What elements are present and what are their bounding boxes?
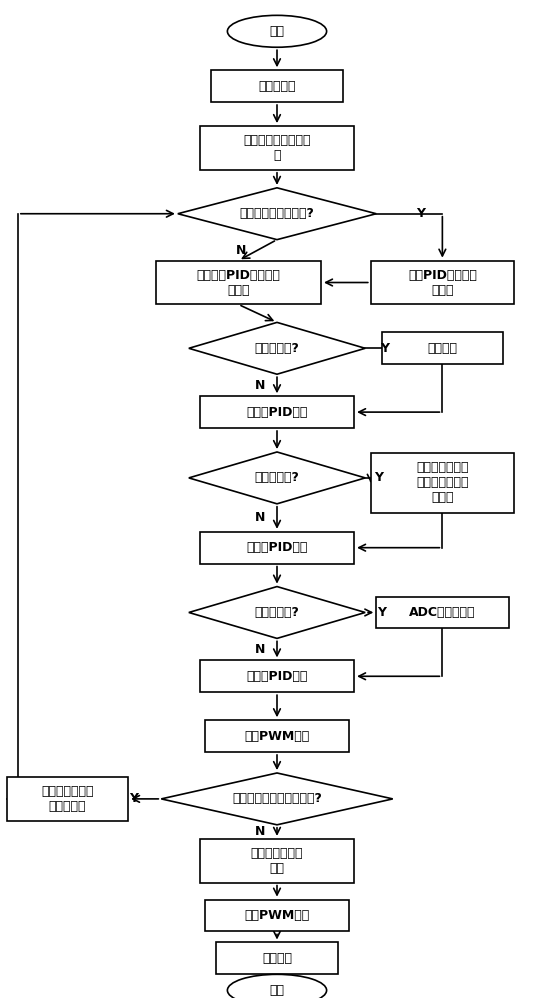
- FancyBboxPatch shape: [200, 532, 354, 564]
- FancyBboxPatch shape: [371, 261, 514, 304]
- Text: 更新PWM参数: 更新PWM参数: [244, 730, 310, 743]
- Text: Y: Y: [416, 207, 425, 220]
- FancyBboxPatch shape: [211, 70, 343, 102]
- FancyBboxPatch shape: [371, 453, 514, 513]
- FancyBboxPatch shape: [206, 900, 348, 931]
- FancyBboxPatch shape: [382, 332, 503, 364]
- Polygon shape: [189, 322, 365, 374]
- Text: 结束: 结束: [269, 984, 285, 997]
- Text: 位置环PID调节: 位置环PID调节: [247, 406, 307, 419]
- Text: 关断PWM输出: 关断PWM输出: [244, 909, 310, 922]
- Text: N: N: [255, 643, 266, 656]
- Text: 系统初始化: 系统初始化: [258, 80, 296, 93]
- FancyBboxPatch shape: [7, 777, 128, 821]
- Text: 定时器中断?: 定时器中断?: [254, 342, 300, 355]
- Text: 读取编码器计数
值，计算电机转
速转向: 读取编码器计数 值，计算电机转 速转向: [416, 461, 469, 504]
- Text: 定时器中断?: 定时器中断?: [254, 471, 300, 484]
- Text: N: N: [255, 825, 266, 838]
- Text: 关断功率管，电机抱
闸: 关断功率管，电机抱 闸: [243, 134, 311, 162]
- Text: 更新PID参数或电
机状态: 更新PID参数或电 机状态: [408, 269, 477, 297]
- FancyBboxPatch shape: [217, 942, 337, 974]
- FancyBboxPatch shape: [376, 597, 509, 628]
- Polygon shape: [178, 188, 376, 240]
- FancyBboxPatch shape: [156, 261, 321, 304]
- Text: 通过串口上传电
机状态数据: 通过串口上传电 机状态数据: [42, 785, 94, 813]
- Text: N: N: [236, 244, 247, 257]
- Text: 开始: 开始: [269, 25, 285, 38]
- Text: Y: Y: [129, 792, 138, 805]
- Polygon shape: [161, 773, 393, 825]
- Text: 使用最近PID参数或电
机状态: 使用最近PID参数或电 机状态: [197, 269, 280, 297]
- Text: Y: Y: [375, 471, 383, 484]
- Text: Y: Y: [380, 342, 389, 355]
- Ellipse shape: [227, 15, 327, 47]
- Text: N: N: [255, 379, 266, 392]
- Text: 读取位置: 读取位置: [427, 342, 458, 355]
- Text: N: N: [255, 511, 266, 524]
- Text: 故障报警: 故障报警: [262, 952, 292, 965]
- Ellipse shape: [227, 974, 327, 1000]
- FancyBboxPatch shape: [200, 396, 354, 428]
- FancyBboxPatch shape: [200, 839, 354, 883]
- Text: 故障保护中断子
程序: 故障保护中断子 程序: [251, 847, 303, 875]
- Text: 定时器中断?: 定时器中断?: [254, 606, 300, 619]
- Text: ADC采样电流值: ADC采样电流值: [409, 606, 476, 619]
- Text: 电源环PID调节: 电源环PID调节: [247, 670, 307, 683]
- FancyBboxPatch shape: [206, 720, 348, 752]
- Polygon shape: [189, 452, 365, 504]
- Text: 速度环PID调节: 速度环PID调节: [247, 541, 307, 554]
- Polygon shape: [189, 587, 365, 638]
- Text: Y: Y: [377, 606, 386, 619]
- Text: 电压、电流、温度正常否?: 电压、电流、温度正常否?: [232, 792, 322, 805]
- Text: 接收到上位机指令帧?: 接收到上位机指令帧?: [239, 207, 315, 220]
- FancyBboxPatch shape: [200, 660, 354, 692]
- FancyBboxPatch shape: [200, 126, 354, 170]
